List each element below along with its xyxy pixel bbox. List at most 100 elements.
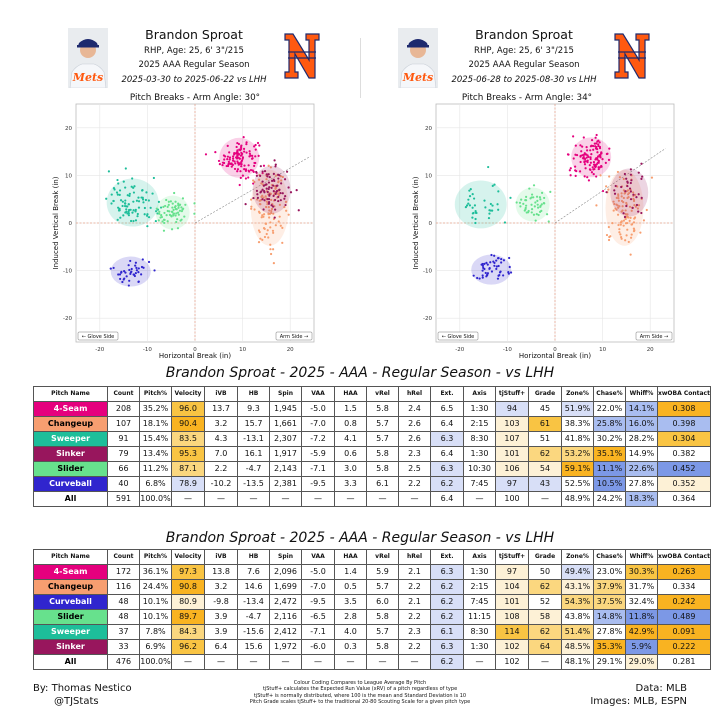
pitch-point <box>508 265 511 269</box>
table-row: Sinker 79 13.4% 95.3 7.0 16.1 1,917 -5.9 0.6 5.8 2… <box>33 445 711 462</box>
arm-side-text: Arm Side → <box>280 334 308 340</box>
pitch-point <box>193 212 196 215</box>
pitch-point <box>537 206 540 209</box>
pitch-point <box>596 155 600 158</box>
pitch-name-cell: All <box>33 490 108 507</box>
pitch-point <box>262 196 265 199</box>
pitch-point <box>231 155 235 158</box>
pitch-point <box>230 165 233 168</box>
pitch-point <box>265 232 268 236</box>
column-header: tjStuff+ <box>495 549 529 565</box>
stat-cell: 62 <box>528 623 562 640</box>
pitch-point <box>110 202 113 205</box>
series-slider <box>515 184 552 223</box>
stat-cell: 0.6 <box>334 445 367 462</box>
pitch-point <box>637 193 640 196</box>
pitch-point <box>173 191 176 195</box>
pitch-point <box>178 209 182 212</box>
stat-cell: 2.3 <box>398 623 431 640</box>
stat-cell: — <box>463 490 496 507</box>
pitch-point <box>124 271 127 274</box>
pitcher-name: Brandon Sproat <box>475 27 573 42</box>
stat-cell: 2,307 <box>269 430 302 447</box>
column-header: VAA <box>301 386 335 402</box>
pitch-name-cell: Sinker <box>33 445 108 462</box>
x-tick-label: 20 <box>287 347 294 353</box>
pitch-point <box>471 193 474 196</box>
stat-cell: 6.2 <box>430 608 464 625</box>
pitch-point <box>274 186 278 189</box>
pitch-point <box>637 204 641 207</box>
pitch-point <box>267 181 271 184</box>
pitch-point <box>240 159 244 162</box>
series-sweeper <box>454 165 512 229</box>
pitch-point <box>269 221 272 224</box>
stat-cell: — <box>204 653 238 670</box>
pitch-point <box>268 194 271 197</box>
pitch-point <box>496 203 499 206</box>
stat-cell: 476 <box>107 653 140 670</box>
pitch-point <box>536 203 539 206</box>
series-4-seam <box>566 133 612 193</box>
table-title: Brandon Sproat - 2025 - AAA - Regular Se… <box>165 530 555 546</box>
pitch-point <box>245 141 248 144</box>
stat-cell: 52 <box>528 593 562 610</box>
pitch-point <box>586 159 589 162</box>
pitch-point <box>626 228 629 231</box>
pitch-point <box>478 277 481 280</box>
stat-cell: 11.1% <box>593 460 626 477</box>
stat-cell: 1,917 <box>269 445 302 462</box>
pitch-point <box>586 149 589 152</box>
pitch-point <box>124 202 127 205</box>
pitch-point <box>241 152 244 155</box>
stat-cell: 48 <box>107 608 140 625</box>
pitch-point <box>527 209 530 213</box>
column-header: tjStuff+ <box>495 386 529 402</box>
pitch-point <box>588 164 591 167</box>
column-header: Ext. <box>430 549 464 565</box>
pitch-point <box>469 187 472 191</box>
pitch-point <box>265 178 268 181</box>
pitch-point <box>171 206 174 209</box>
stat-cell: 51 <box>528 430 562 447</box>
pitch-point <box>289 191 293 194</box>
pitch-point <box>118 273 122 276</box>
pitch-point <box>595 145 598 149</box>
pitch-point <box>274 224 277 227</box>
column-header: HAA <box>334 386 367 402</box>
pitch-point <box>253 145 256 148</box>
pitch-point <box>277 199 280 203</box>
pitch-point <box>474 221 477 225</box>
table-title: Brandon Sproat - 2025 - AAA - Regular Se… <box>165 365 555 381</box>
stat-cell: 27.8% <box>625 475 658 492</box>
pitch-point <box>112 186 116 190</box>
pitch-point <box>263 235 267 239</box>
pitch-point <box>579 160 582 164</box>
pitch-point <box>227 163 230 166</box>
pitch-point <box>267 187 270 191</box>
pitch-point <box>147 199 150 202</box>
stat-cell: 28.2% <box>625 430 658 447</box>
pitch-point <box>272 189 275 193</box>
pitch-point <box>543 196 546 200</box>
pitch-point <box>284 200 288 204</box>
pitch-point <box>131 211 134 214</box>
stat-cell: 6.2 <box>430 578 464 595</box>
pitch-point <box>549 190 552 193</box>
stat-cell: 2:15 <box>463 578 496 595</box>
series-sinker <box>605 162 649 219</box>
stat-cell: 0.382 <box>657 445 711 462</box>
stat-cell: 35.3% <box>593 638 626 655</box>
pitch-point <box>228 151 231 154</box>
table-row: All 476 100.0% — — — — — — — —6.2—102—48.1% 29.1% 29… <box>33 653 711 670</box>
column-header: VAA <box>301 549 335 565</box>
pitch-point <box>591 166 594 169</box>
pitch-point <box>239 145 243 149</box>
pitch-point <box>634 193 637 196</box>
x-tick-label: 10 <box>599 347 606 353</box>
pitch-name-cell: Slider <box>33 460 108 477</box>
pitch-point <box>269 248 272 251</box>
pitch-point <box>128 192 131 195</box>
pitch-point <box>620 199 624 203</box>
pitch-point <box>491 204 494 207</box>
